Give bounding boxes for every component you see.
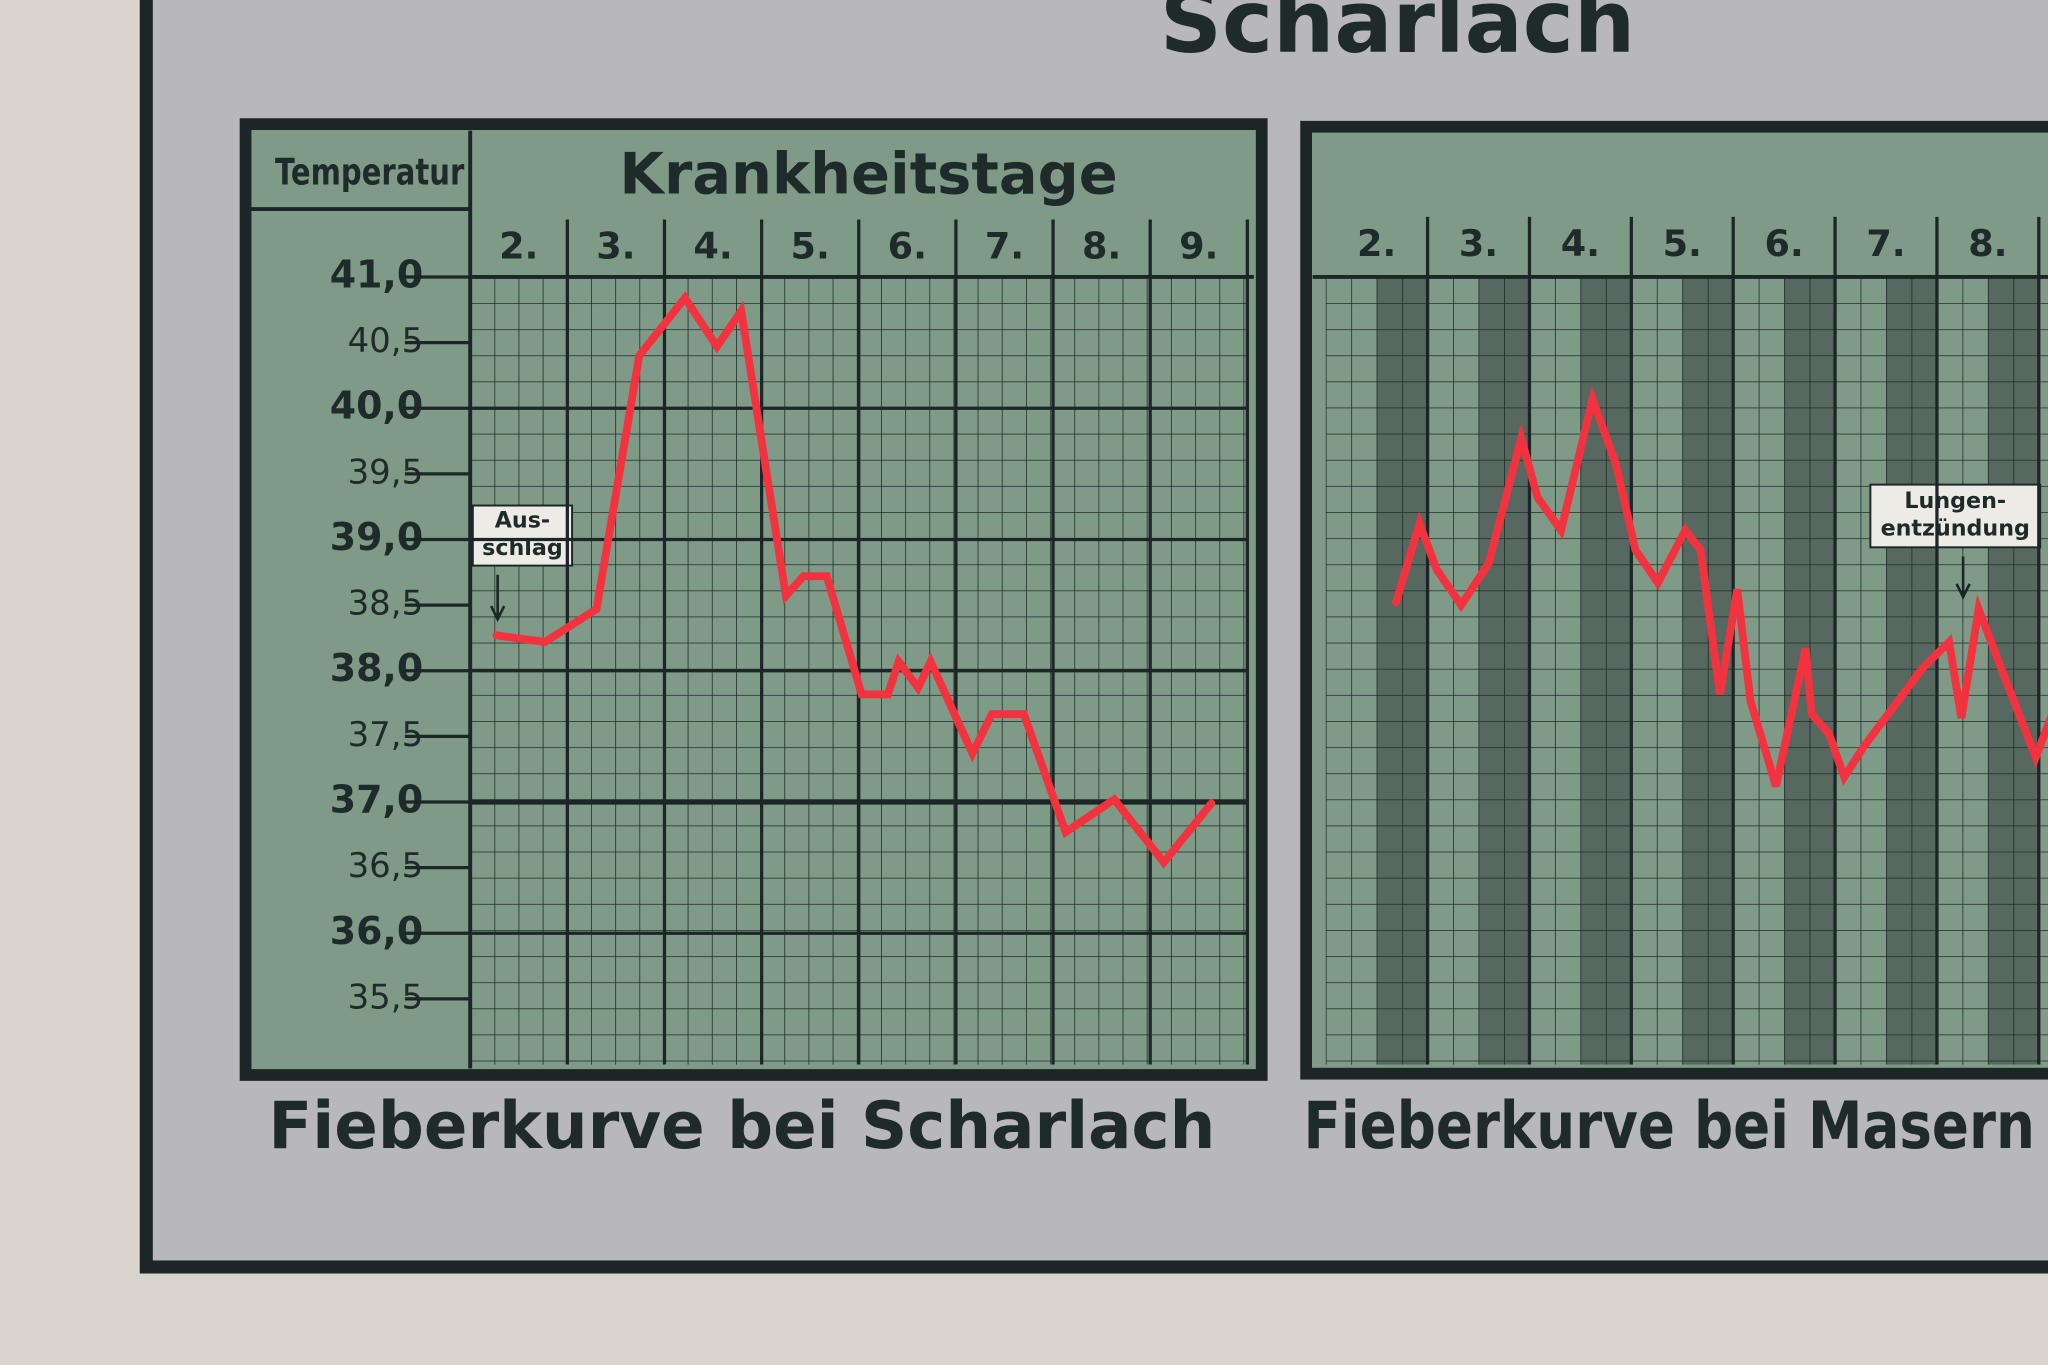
y-tick-label: 41,0 bbox=[330, 252, 423, 296]
x-tick-label: 2. bbox=[499, 225, 538, 268]
x-tick-label: 5. bbox=[1663, 222, 1702, 265]
x-tick-label: 5. bbox=[791, 225, 830, 268]
annotation-box bbox=[471, 504, 574, 567]
x-tick-label: 4. bbox=[693, 225, 732, 268]
annotation-arrow bbox=[489, 574, 506, 623]
y-tick-label: 40,0 bbox=[330, 384, 423, 428]
y-tick-label: 39,0 bbox=[330, 515, 423, 559]
chart-caption: Fieberkurve bei Masern bbox=[1304, 1088, 2035, 1164]
fever-curve bbox=[492, 291, 1216, 869]
y-tick-label: 37,0 bbox=[330, 778, 423, 822]
annotation-arrow bbox=[1955, 556, 1971, 600]
poster-title: Scharlach bbox=[1160, 0, 1635, 73]
x-tick-label: 3. bbox=[1459, 222, 1498, 265]
minor-grid bbox=[1325, 276, 2048, 1065]
y-tick-label: 36,0 bbox=[330, 909, 423, 953]
x-tick-label: 4. bbox=[1561, 222, 1600, 265]
x-tick-label: 7. bbox=[985, 225, 1024, 268]
x-tick-label: 7. bbox=[1866, 222, 1905, 265]
x-tick-label: 8. bbox=[1082, 225, 1121, 268]
x-tick-label: 6. bbox=[1764, 222, 1803, 265]
annotation: entzündung bbox=[1881, 516, 2030, 542]
annotation: Lungen- bbox=[1904, 488, 2006, 514]
x-tick-label: 9. bbox=[1179, 225, 1218, 268]
chart-caption: Fieberkurve bei Scharlach bbox=[268, 1088, 1215, 1164]
fever-curve bbox=[1392, 385, 2048, 788]
y-axis-label: Temperatur bbox=[275, 150, 464, 193]
y-tick-label: 38,0 bbox=[330, 646, 423, 690]
annotation: Aus- bbox=[495, 508, 550, 534]
x-axis-label: Krankheitstage bbox=[619, 140, 1117, 207]
x-tick-label: 6. bbox=[888, 225, 927, 268]
x-tick-label: 8. bbox=[1968, 222, 2007, 265]
x-tick-label: 2. bbox=[1357, 222, 1396, 265]
x-tick-label: 3. bbox=[596, 225, 635, 268]
